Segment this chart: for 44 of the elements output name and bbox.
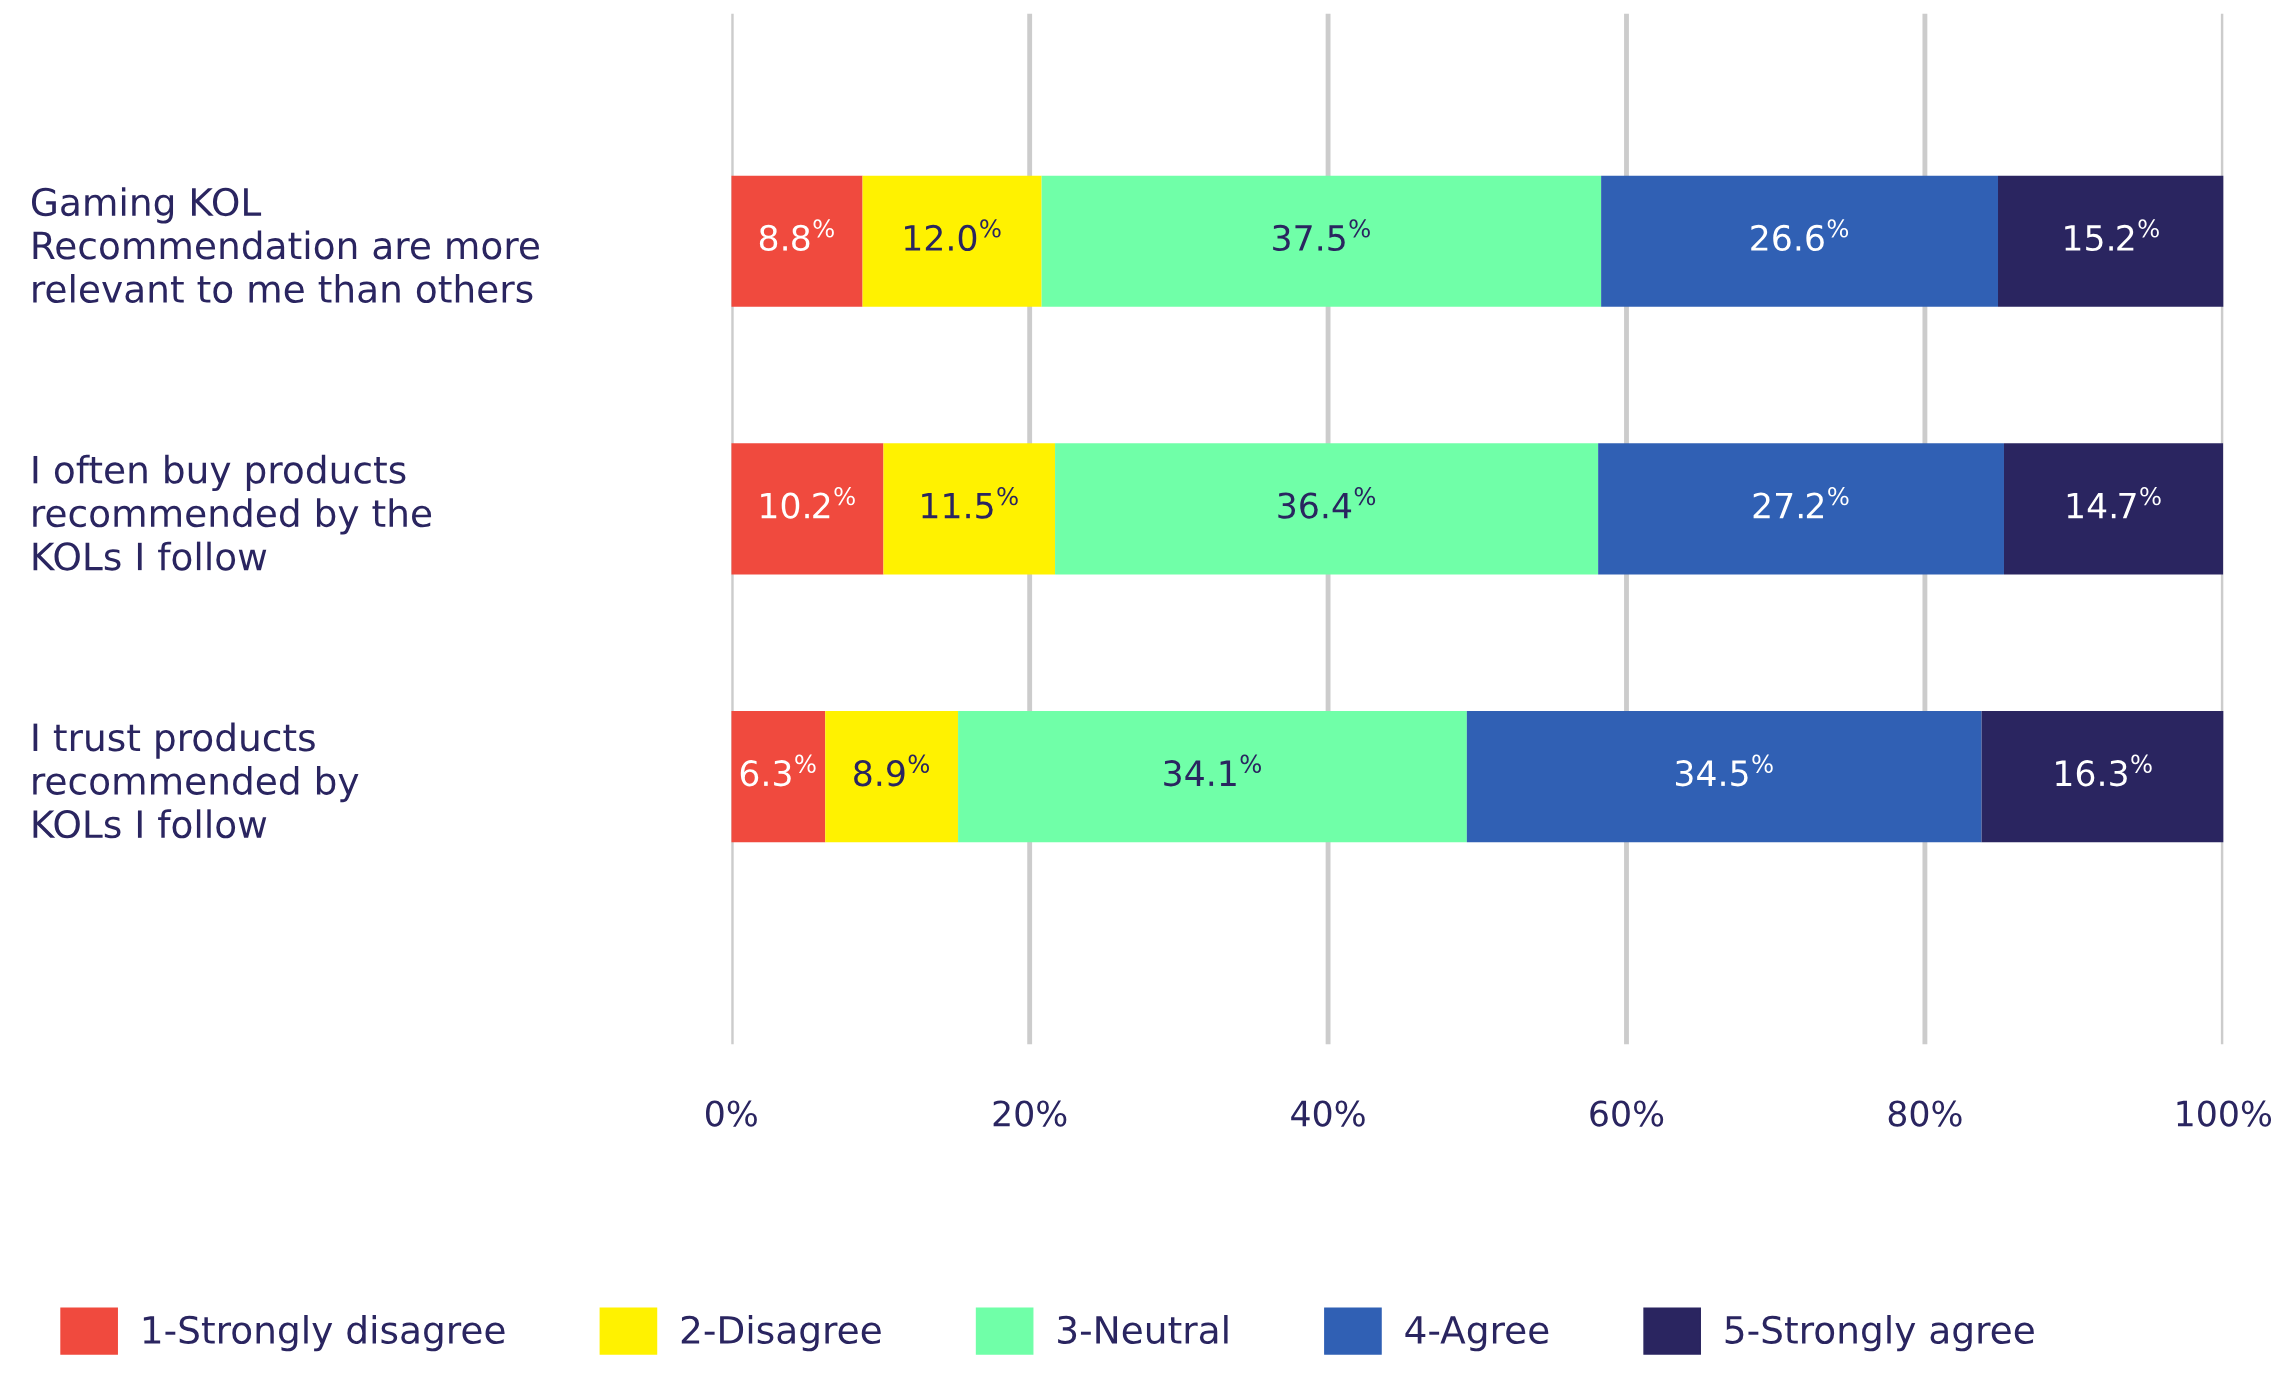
bar <box>1466 711 1982 843</box>
data-label: 14.7$^{%}$ <box>2067 486 2161 519</box>
data-label: 27.2$^{%}$ <box>1753 486 1849 519</box>
data-label: 26.6$^{%}$ <box>1751 219 1849 252</box>
x-tick-label: 60% <box>1590 1100 1664 1127</box>
bar <box>2003 443 2224 575</box>
data-label: 12.0$^{%}$ <box>905 219 1001 252</box>
bar <box>1601 175 1999 307</box>
data-label: 34.1$^{%}$ <box>1164 754 1261 787</box>
x-tick-label: 40% <box>1291 1100 1365 1127</box>
y-tick-label: I trust products recommended by KOLs I follow <box>33 722 359 839</box>
data-label: 8.9$^{%}$ <box>854 754 930 787</box>
data-label: 37.5$^{%}$ <box>1273 219 1370 252</box>
bar <box>731 175 863 307</box>
x-tick-label: 100% <box>2177 1100 2271 1127</box>
x-tick-label: 0% <box>706 1100 757 1127</box>
bar <box>1055 443 1599 575</box>
bar <box>862 175 1042 307</box>
bar <box>1998 175 2224 307</box>
data-label: 15.2$^{%}$ <box>2065 219 2159 252</box>
data-label: 6.3$^{%}$ <box>740 754 816 787</box>
data-label: 16.3$^{%}$ <box>2056 754 2152 787</box>
bar <box>958 711 1467 843</box>
legend-label: 4-Agree <box>1405 1316 1549 1352</box>
x-tick-label: 20% <box>993 1100 1067 1127</box>
data-label: 11.5$^{%}$ <box>922 486 1018 519</box>
bar <box>1981 711 2224 843</box>
x-tick-label: 80% <box>1888 1100 1962 1127</box>
y-tick-label: Gaming KOL Recommendation are more relevant to me than others <box>31 187 539 304</box>
data-label: 34.5$^{%}$ <box>1676 754 1773 787</box>
bar <box>1598 443 2004 575</box>
legend-label: 5-Strongly agree <box>1725 1315 2034 1352</box>
bar <box>731 443 884 575</box>
data-label: 36.4$^{%}$ <box>1278 486 1376 519</box>
legend-label: 2-Disagree <box>681 1315 881 1352</box>
data-label: 8.8$^{%}$ <box>759 219 834 252</box>
bar <box>1041 175 1602 307</box>
bar <box>731 711 826 843</box>
bar <box>883 443 1056 575</box>
y-tick-label: I often buy products recommended by the KOLs I follow <box>33 454 432 571</box>
legend-label: 1-Strongly disagree <box>143 1315 505 1352</box>
data-label: 10.2$^{%}$ <box>761 486 855 519</box>
legend-label: 3-Neutral <box>1058 1315 1228 1345</box>
bar <box>825 711 959 843</box>
